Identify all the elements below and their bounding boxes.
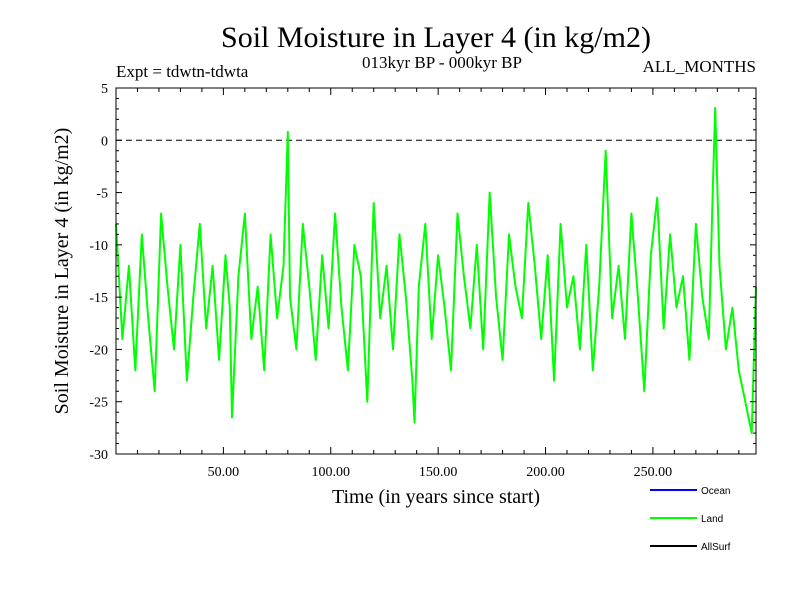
chart-subtitle: 013kyr BP - 000kyr BP bbox=[362, 53, 522, 72]
legend-label-land: Land bbox=[701, 514, 723, 525]
y-tick-label: -25 bbox=[89, 396, 108, 411]
x-tick-label: 200.00 bbox=[526, 465, 565, 480]
legend-label-allsurf: AllSurf bbox=[701, 542, 731, 553]
series-line-land bbox=[115, 106, 757, 435]
x-axis-label: Time (in years since start) bbox=[332, 486, 540, 508]
y-tick-label: -20 bbox=[89, 343, 108, 358]
y-tick-label: -10 bbox=[89, 239, 108, 254]
chart-title: Soil Moisture in Layer 4 (in kg/m2) bbox=[221, 21, 651, 54]
x-tick-label: 50.00 bbox=[208, 465, 240, 480]
x-tick-label: 250.00 bbox=[634, 465, 673, 480]
y-tick-label: -5 bbox=[96, 187, 108, 202]
y-tick-label: -15 bbox=[89, 291, 108, 306]
y-tick-label: 0 bbox=[101, 134, 108, 149]
experiment-label: Expt = tdwtn-tdwta bbox=[116, 62, 249, 81]
x-tick-label: 150.00 bbox=[419, 465, 458, 480]
months-label: ALL_MONTHS bbox=[643, 57, 756, 76]
y-axis-label: Soil Moisture in Layer 4 (in kg/m2) bbox=[51, 128, 73, 415]
legend-label-ocean: Ocean bbox=[701, 486, 730, 497]
x-tick-label: 100.00 bbox=[312, 465, 351, 480]
y-tick-label: 5 bbox=[101, 82, 108, 97]
y-tick-label: -30 bbox=[89, 448, 108, 463]
plot-frame bbox=[115, 87, 757, 455]
